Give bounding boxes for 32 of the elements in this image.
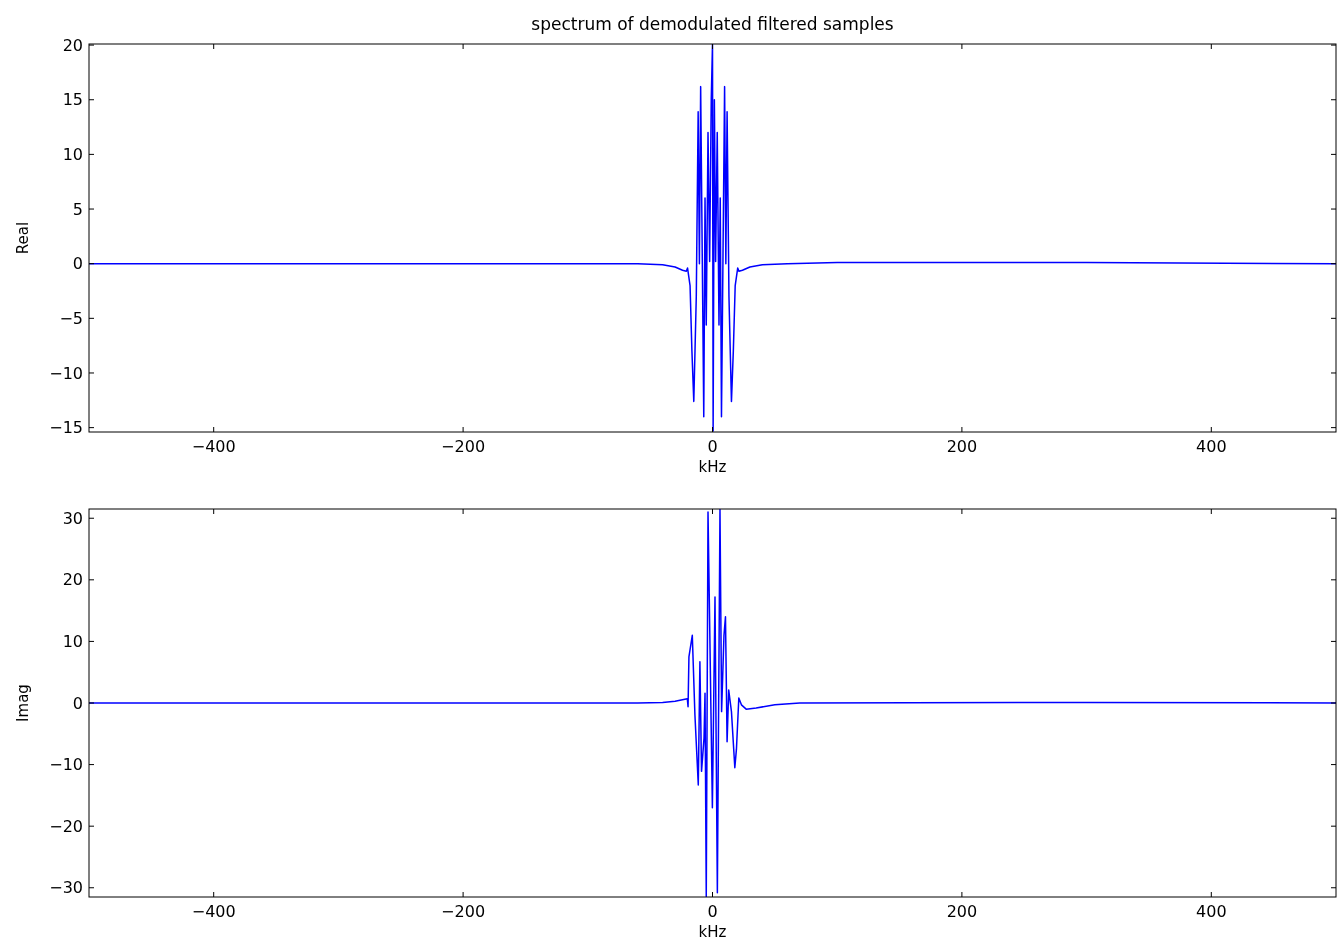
y-tick-label: −20 xyxy=(49,816,83,836)
y-tick-label: 10 xyxy=(62,632,83,652)
y-axis-title: Real xyxy=(14,221,32,255)
x-tick-label: 200 xyxy=(946,902,978,921)
y-axis-title: Imag xyxy=(14,684,32,722)
x-axis-title: kHz xyxy=(698,923,727,941)
x-tick-label: −200 xyxy=(441,902,486,921)
y-tick-label: −5 xyxy=(59,308,83,328)
y-tick-label: 30 xyxy=(62,508,83,528)
y-tick-label: 10 xyxy=(62,144,83,164)
y-tick-label: 5 xyxy=(72,199,83,219)
x-axis-title: kHz xyxy=(698,458,727,476)
x-tick-label: 400 xyxy=(1196,437,1227,456)
x-tick-label: −400 xyxy=(191,437,236,456)
line-series xyxy=(89,44,1336,432)
x-tick-label: −200 xyxy=(441,437,486,456)
x-tick-label: 0 xyxy=(707,437,718,456)
y-tick-label: 15 xyxy=(62,90,83,110)
x-tick-label: 0 xyxy=(707,902,718,921)
y-tick-label: 20 xyxy=(62,35,83,55)
x-tick-label: 200 xyxy=(946,437,978,456)
chart-title: spectrum of demodulated filtered samples xyxy=(531,14,894,34)
y-tick-label: 20 xyxy=(62,570,83,590)
x-tick-label: 400 xyxy=(1196,902,1227,921)
y-tick-label: 0 xyxy=(72,693,83,713)
line-series xyxy=(89,509,1336,897)
y-tick-label: −15 xyxy=(49,418,83,438)
y-tick-label: −10 xyxy=(49,755,83,775)
y-tick-label: −10 xyxy=(49,363,83,383)
y-tick-label: 0 xyxy=(72,254,83,274)
x-tick-label: −400 xyxy=(191,902,236,921)
y-tick-label: −30 xyxy=(49,878,83,898)
